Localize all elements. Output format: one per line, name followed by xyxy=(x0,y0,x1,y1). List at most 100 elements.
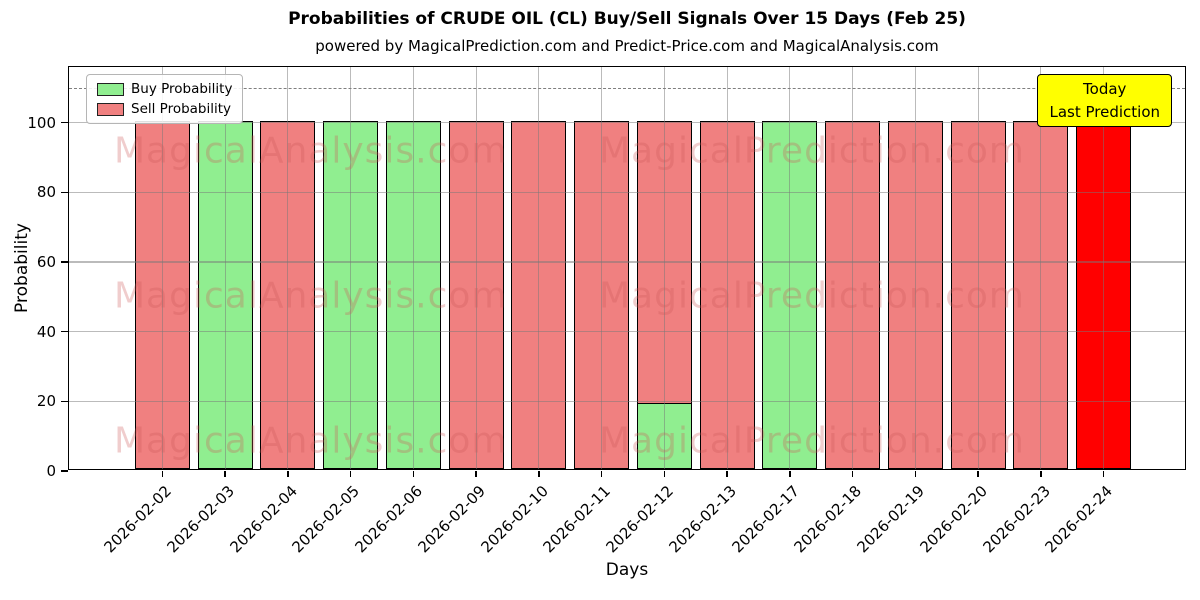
bar-2026-02-09 xyxy=(448,120,504,469)
x-tick-mark xyxy=(349,471,352,477)
bar-slot-2026-02-10 xyxy=(508,67,571,469)
bar-slot-2026-02-17 xyxy=(759,67,822,469)
legend-label-buy: Buy Probability xyxy=(131,81,233,97)
bar-2026-02-02 xyxy=(134,120,190,469)
threshold-dashed-line xyxy=(69,87,1185,89)
bar-segment-sell xyxy=(825,120,881,469)
x-tick-mark xyxy=(663,471,666,477)
bar-slot-2026-02-02 xyxy=(131,67,194,469)
x-tick-label-2026-02-09: 2026-02-09 xyxy=(414,482,489,557)
today-line-2: Last Prediction xyxy=(1049,102,1160,121)
bar-2026-02-11 xyxy=(574,120,630,469)
x-tick-mark xyxy=(287,471,289,477)
bar-segment-sell xyxy=(134,120,190,469)
bar-segment-buy xyxy=(762,120,818,469)
today-annotation: Today Last Prediction xyxy=(1037,74,1172,127)
bar-slot-2026-02-19 xyxy=(884,67,947,469)
bar-2026-02-03 xyxy=(197,120,253,469)
bar-segment-sell xyxy=(887,120,943,469)
x-tick-mark xyxy=(726,471,728,477)
y-tick-label-80: 80 xyxy=(36,183,56,202)
x-tick-mark xyxy=(600,471,603,477)
x-tick-mark xyxy=(977,471,979,477)
bar-segment-sell xyxy=(1013,120,1069,469)
x-tick-label-2026-02-06: 2026-02-06 xyxy=(351,482,427,557)
bar-2026-02-04 xyxy=(260,120,316,469)
bar-slot-2026-02-18 xyxy=(821,67,884,469)
y-tick-label-100: 100 xyxy=(27,113,56,132)
bar-slot-2026-02-23 xyxy=(1010,67,1073,469)
x-tick-mark xyxy=(1040,471,1042,477)
legend-item-sell: Sell Probability xyxy=(97,101,232,117)
bar-2026-02-17 xyxy=(762,120,818,469)
bar-segment-sell xyxy=(574,120,630,469)
x-axis-label: Days xyxy=(605,560,649,580)
x-tick-mark xyxy=(224,471,226,477)
bar-slot-2026-02-24 xyxy=(1072,67,1135,469)
x-tick-label-2026-02-13: 2026-02-13 xyxy=(665,482,740,557)
bar-2026-02-23 xyxy=(1013,120,1069,469)
bar-slot-2026-02-20 xyxy=(947,67,1010,469)
y-tick-label-0: 0 xyxy=(46,462,56,480)
bar-slot-2026-02-09 xyxy=(445,67,508,469)
bar-slot-2026-02-03 xyxy=(194,67,257,469)
x-tick-mark xyxy=(789,471,791,477)
y-axis-label: Probability xyxy=(12,223,32,313)
bar-segment-sell xyxy=(260,120,316,469)
bar-2026-02-18 xyxy=(825,120,881,469)
x-tick-mark xyxy=(851,471,854,477)
bar-segment-sell xyxy=(636,120,692,403)
y-tick-mark xyxy=(61,121,68,124)
bar-slot-2026-02-12 xyxy=(633,67,696,469)
bar-segment-buy xyxy=(197,120,253,469)
bar-segment-buy xyxy=(323,120,379,469)
y-tick-label-20: 20 xyxy=(36,392,56,411)
x-tick-mark xyxy=(161,471,164,477)
x-tick-label-2026-02-19: 2026-02-19 xyxy=(853,482,929,557)
bar-slot-2026-02-13 xyxy=(696,67,759,469)
x-tick-mark xyxy=(475,471,477,477)
sell-swatch-icon xyxy=(97,102,124,116)
today-line-1: Today xyxy=(1083,80,1127,98)
bar-segment-sell xyxy=(950,120,1006,469)
legend-label-sell: Sell Probability xyxy=(131,101,232,117)
chart-title: Probabilities of CRUDE OIL (CL) Buy/Sell… xyxy=(288,9,966,29)
y-tick-mark xyxy=(61,330,68,333)
bar-segment-sell xyxy=(699,120,755,469)
bar-segment-sell xyxy=(1076,120,1132,469)
legend: Buy Probability Sell Probability xyxy=(86,74,244,124)
x-tick-label-2026-02-12: 2026-02-12 xyxy=(602,482,678,557)
bar-segment-sell xyxy=(511,120,567,469)
bar-2026-02-05 xyxy=(323,120,379,469)
y-tick-mark xyxy=(61,261,68,263)
bar-2026-02-12 xyxy=(636,120,692,469)
bar-slot-2026-02-04 xyxy=(257,67,320,469)
x-tick-mark xyxy=(412,471,415,477)
y-tick-mark xyxy=(61,400,68,403)
plot-area: MagicalAnalysis.com MagicalPrediction.com… xyxy=(27,66,1186,556)
x-axis: 2026-02-02 2026-02-03 2026-02-04 2026-02-05… xyxy=(101,67,1135,556)
bar-2026-02-24 xyxy=(1076,120,1132,469)
bar-2026-02-10 xyxy=(511,120,567,469)
bar-slot-2026-02-11 xyxy=(570,67,633,469)
x-tick-mark xyxy=(1102,471,1105,477)
chart-subtitle: powered by MagicalPrediction.com and Pre… xyxy=(315,37,939,55)
y-tick-label-60: 60 xyxy=(36,253,56,272)
bar-2026-02-06 xyxy=(385,120,441,469)
x-tick-mark xyxy=(914,471,917,477)
x-tick-mark xyxy=(538,471,540,477)
buy-swatch-icon xyxy=(97,82,124,96)
y-tick-mark xyxy=(61,470,68,472)
legend-item-buy: Buy Probability xyxy=(97,81,232,97)
x-tick-label-2026-02-03: 2026-02-03 xyxy=(163,482,238,557)
bar-segment-sell xyxy=(448,120,504,469)
bar-2026-02-19 xyxy=(887,120,943,469)
bar-2026-02-20 xyxy=(950,120,1006,469)
bar-segment-buy xyxy=(385,120,441,469)
y-tick-mark xyxy=(61,191,68,194)
bar-2026-02-13 xyxy=(699,120,755,469)
bars-container xyxy=(131,67,1135,469)
bar-segment-buy xyxy=(636,402,692,469)
x-tick-label-2026-02-20: 2026-02-20 xyxy=(916,482,991,557)
